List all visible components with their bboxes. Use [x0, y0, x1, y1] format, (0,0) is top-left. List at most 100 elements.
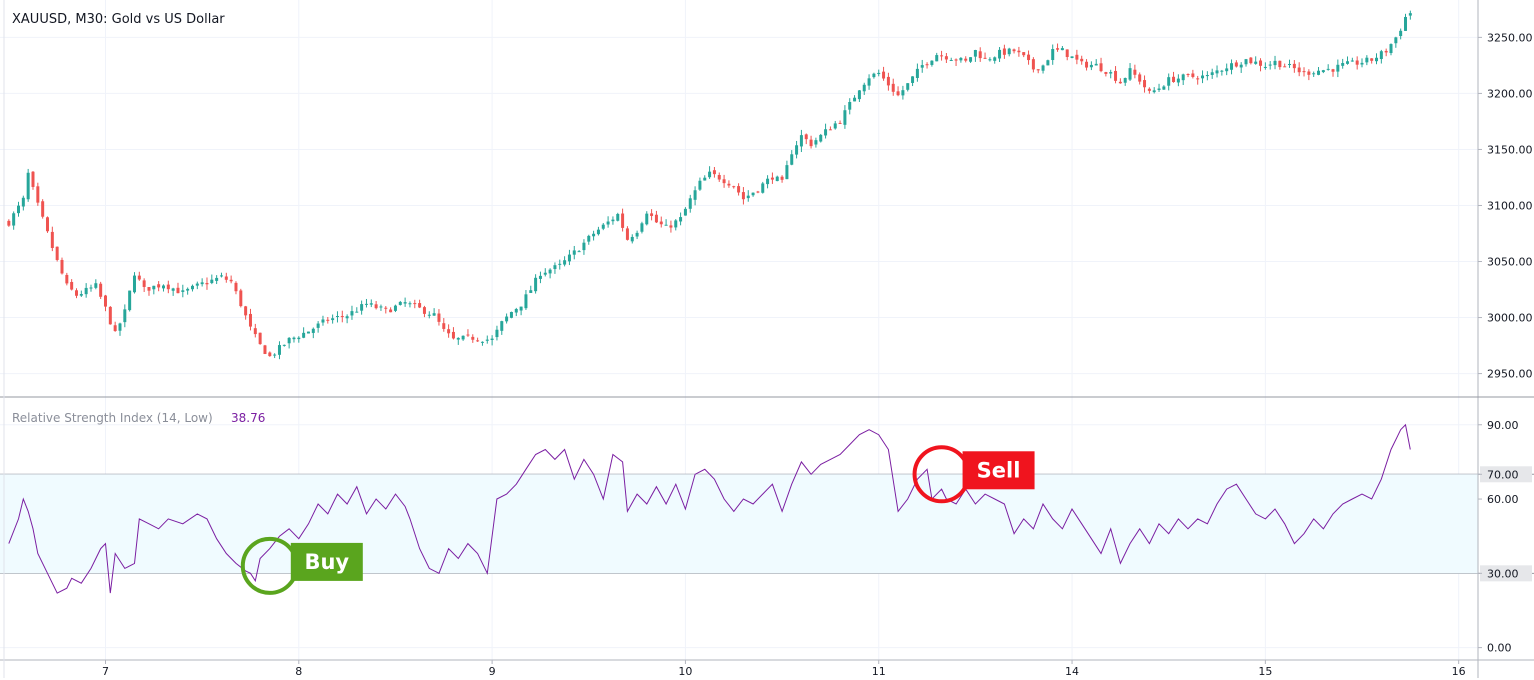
signal-sell[interactable]: Sell [912, 445, 1035, 504]
candle [292, 336, 296, 343]
candle [229, 275, 233, 284]
candle [181, 284, 185, 298]
candle-body [1157, 88, 1161, 90]
candle [118, 322, 122, 336]
candle [857, 90, 861, 102]
candle-body [519, 306, 523, 311]
candle [1273, 55, 1277, 70]
candle [712, 166, 716, 178]
candle-body [1012, 49, 1016, 52]
candle-body [814, 140, 818, 145]
candle [596, 226, 600, 236]
candle-body [364, 303, 368, 305]
candle-body [717, 175, 721, 180]
candle [1191, 69, 1195, 79]
candle-body [248, 313, 252, 327]
candle-body [886, 76, 890, 86]
candle-body [1225, 68, 1229, 72]
candle [152, 285, 156, 295]
candle-body [1176, 78, 1180, 83]
candle [1012, 48, 1016, 54]
candle-body [693, 190, 697, 200]
candle-body [1104, 72, 1108, 74]
candle-body [471, 336, 475, 340]
candle [1143, 75, 1147, 93]
candle-body [1404, 16, 1408, 31]
candle-body [577, 251, 581, 253]
candle-body [625, 228, 629, 240]
candle-body [418, 303, 422, 308]
candle [538, 271, 542, 284]
candle [1220, 69, 1224, 76]
candle-body [790, 154, 794, 165]
candle [36, 182, 40, 206]
time-tick-label: 16 [1452, 665, 1466, 678]
candle [451, 327, 455, 340]
candle [886, 72, 890, 91]
candle [572, 245, 576, 260]
candle-body [360, 304, 364, 311]
candle [1268, 61, 1272, 70]
candle [403, 297, 407, 307]
candle-body [741, 192, 745, 200]
candle-body [1099, 63, 1103, 72]
candle [606, 216, 610, 228]
candle-body [563, 260, 567, 265]
candle [176, 282, 180, 294]
time-tick-label: 8 [295, 665, 302, 678]
candle [123, 304, 127, 328]
candle [1234, 60, 1238, 68]
candle [389, 307, 393, 313]
candle [1312, 71, 1316, 77]
candle [186, 287, 190, 295]
candle-body [1046, 60, 1050, 66]
rsi-line [8, 423, 1411, 594]
signal-buy[interactable]: Buy [240, 536, 363, 595]
candle-body [451, 331, 455, 339]
candle [780, 175, 784, 183]
candle [1297, 62, 1301, 77]
candle-body [572, 250, 576, 255]
candle-body [906, 83, 910, 90]
candle-body [45, 217, 49, 232]
candle [1249, 57, 1253, 65]
candle-body [263, 345, 267, 354]
annotations[interactable]: Buy Sell [240, 445, 1035, 595]
candle-body [31, 171, 35, 187]
candle-body [1360, 62, 1364, 65]
signal-label: Sell [977, 458, 1021, 482]
candle [55, 246, 59, 262]
candle [302, 327, 306, 339]
rsi-band-label-bg [1480, 466, 1532, 483]
candle-body [258, 332, 262, 345]
candle [224, 272, 228, 283]
candle-body [737, 186, 741, 193]
rsi-title: Relative Strength Index (14, Low) [12, 411, 213, 425]
candle-body [780, 176, 784, 180]
candle-body [427, 314, 431, 316]
candle [911, 76, 915, 87]
candle-body [413, 303, 417, 305]
signal-circle [912, 445, 971, 504]
time-tick-label: 10 [678, 665, 692, 678]
candle [360, 300, 364, 315]
candle [345, 314, 349, 324]
candle-body [988, 59, 992, 61]
candle-body [200, 282, 204, 285]
candle-body [674, 220, 678, 228]
candle [635, 230, 639, 240]
candle [476, 337, 480, 342]
candle [601, 222, 605, 231]
candle-body [529, 290, 533, 293]
candle-body [964, 58, 968, 61]
candle [258, 332, 262, 345]
candle [500, 320, 504, 335]
candle [1123, 77, 1127, 86]
candle-body [954, 59, 958, 61]
candle-body [1036, 69, 1040, 71]
candle [785, 160, 789, 180]
candle [1172, 71, 1176, 83]
candle-body [70, 281, 74, 290]
candle [31, 171, 35, 190]
